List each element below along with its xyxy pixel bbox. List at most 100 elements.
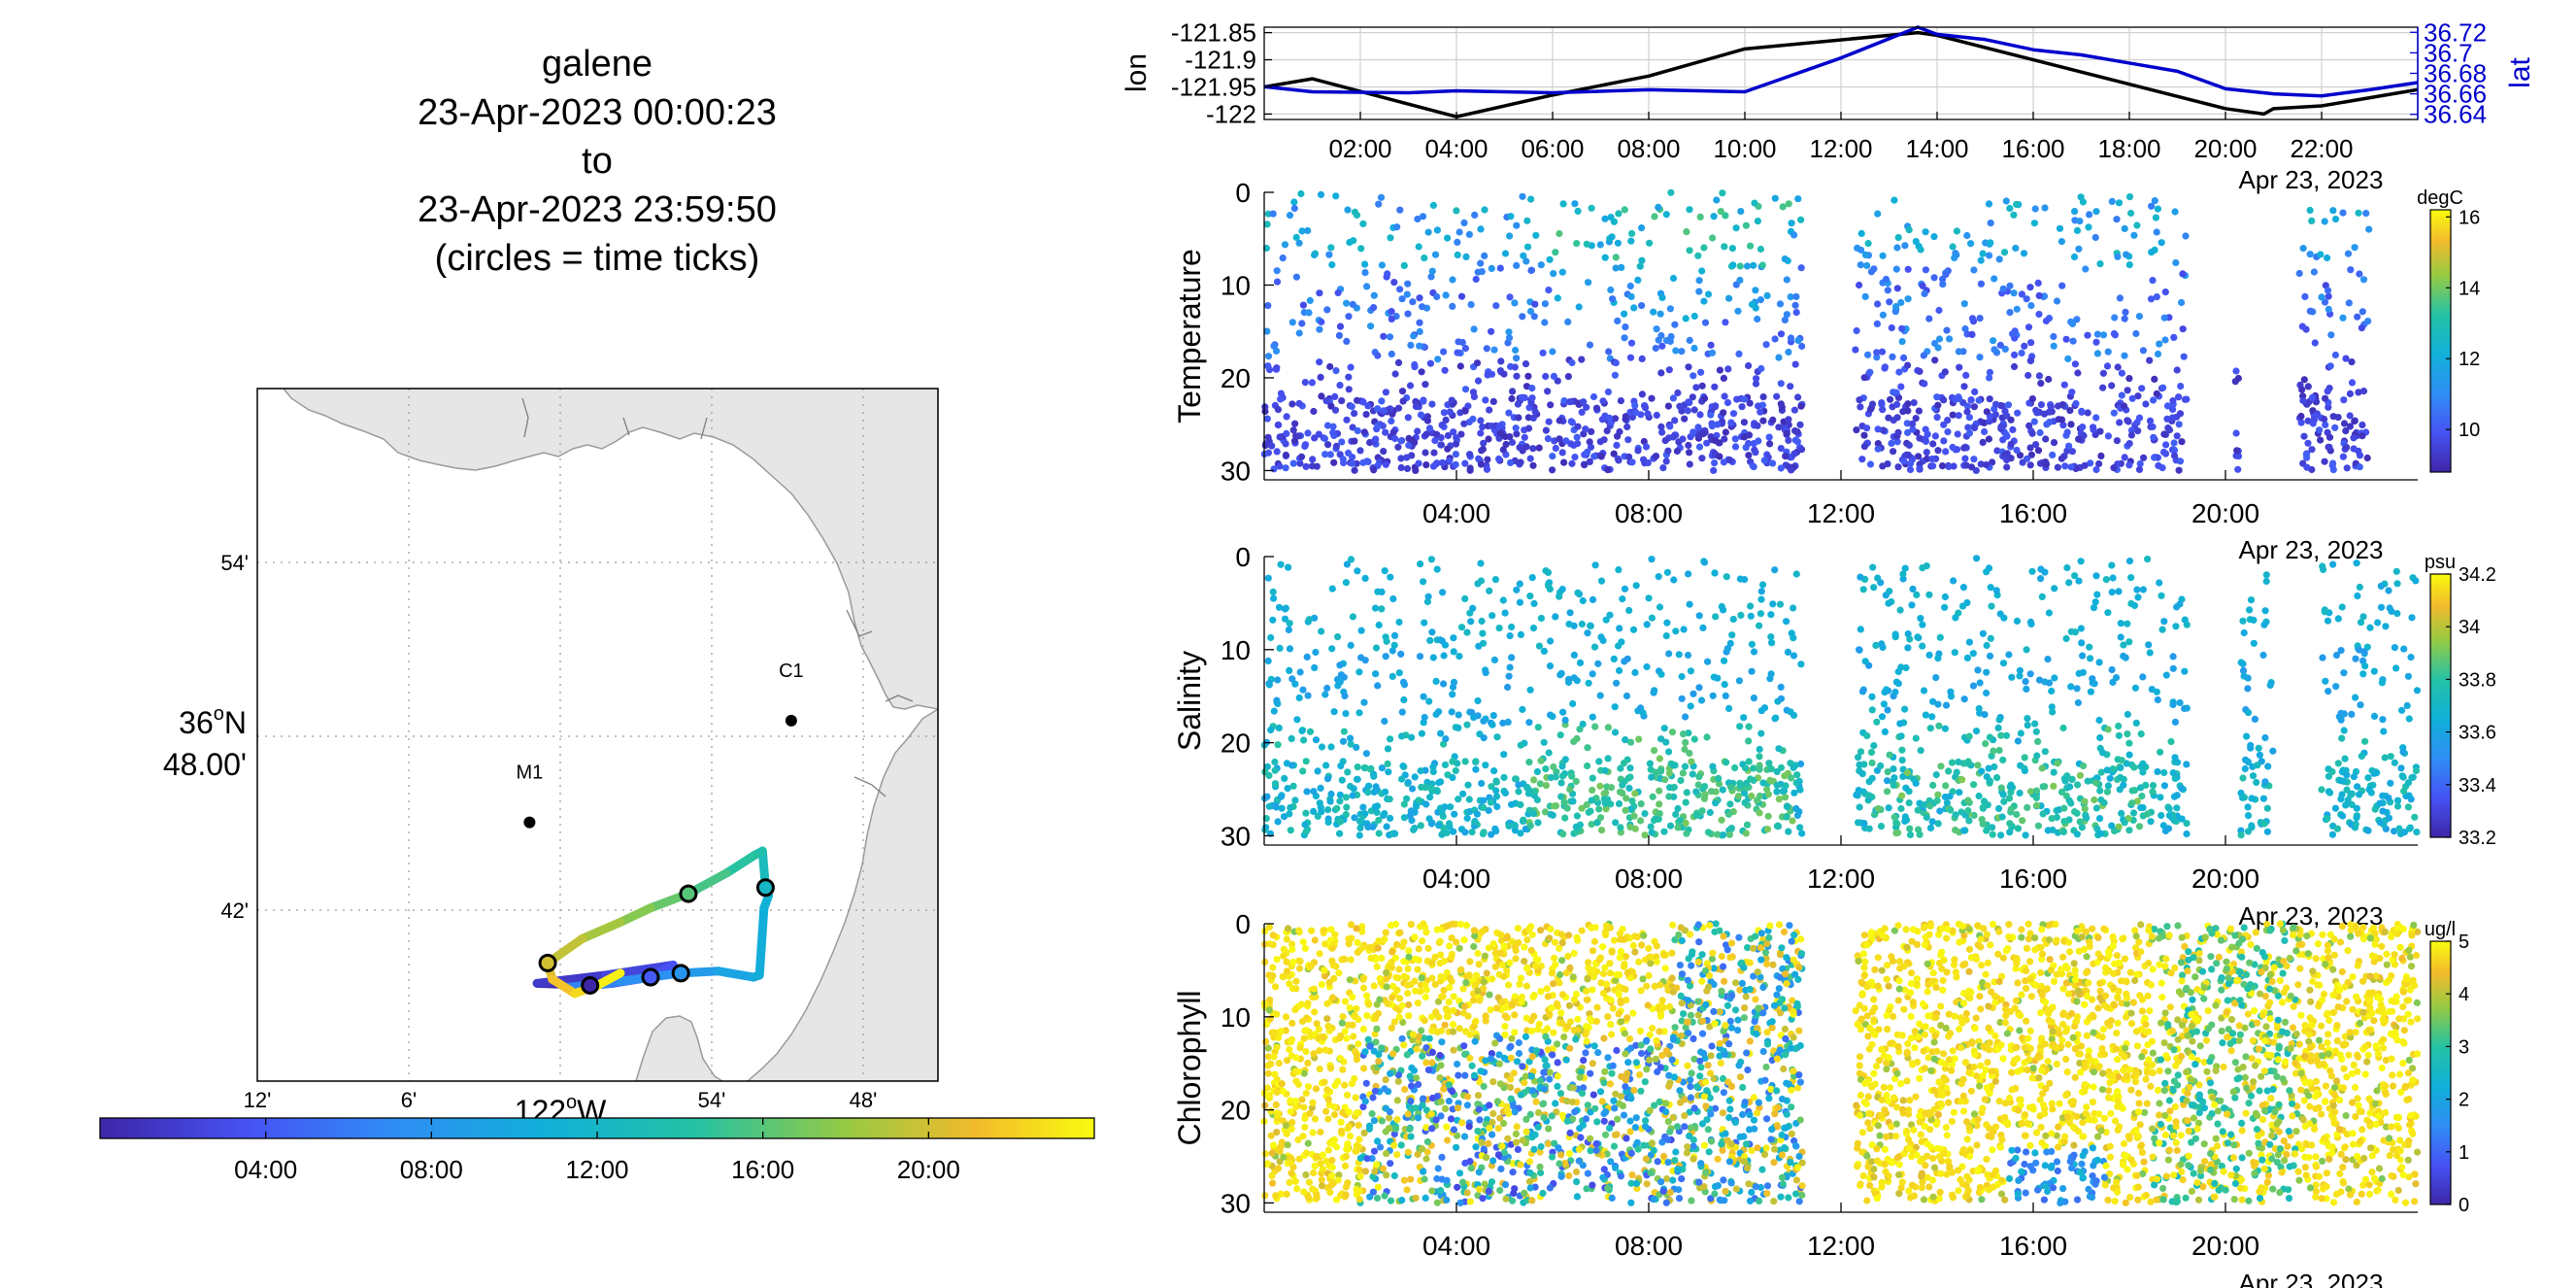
y-tick-label: 10 [1221,635,1251,665]
scatter-point [2262,571,2270,579]
scatter-point [1788,629,1795,637]
scatter-point [1395,618,1403,627]
lon-lat-x-tick-label: 02:00 [1328,134,1391,163]
scatter-point [1492,302,1500,310]
scatter-point [2340,420,2349,427]
scatter-point [1989,830,1996,838]
scatter-point [2134,593,2142,601]
scatter-point [2385,794,2392,802]
scatter-point [1374,1137,1382,1145]
scatter-point [1745,439,1753,448]
scatter-point [1552,773,1559,781]
scatter-point [1545,287,1553,294]
scatter-point [2233,447,2241,455]
scatter-point [2068,448,2076,456]
scatter-point [1657,331,1665,340]
scatter-point [2023,685,2030,694]
scatter-point [1464,781,1472,789]
scatter-point [1355,831,1363,839]
scatter-point [1722,692,1729,700]
scatter-point [1967,396,1975,404]
scatter-point [1362,750,1370,758]
scatter-point [2376,799,2384,807]
scatter-point [1541,319,1549,326]
scatter-point [1626,823,1634,831]
scatter-point [1627,237,1635,245]
scatter-point [2031,720,2039,728]
scatter-point [1285,925,1292,932]
scatter-point [2021,754,2028,762]
scatter-point [1356,1172,1364,1180]
scatter-point [2262,577,2270,586]
scatter-point [2125,827,2133,834]
scatter-point [1929,462,1937,470]
scatter-point [2326,362,2334,370]
scatter-point [1378,261,1386,269]
scatter-point [1731,435,1739,443]
scatter-point [2125,638,2133,646]
scatter-point [1501,1031,1509,1038]
scatter-point [2051,674,2058,682]
scatter-point [1477,259,1485,267]
scatter-point [1750,648,1758,656]
scatter-point [1686,206,1693,214]
scatter-point [1915,453,1923,460]
scatter-point [1612,359,1620,367]
scatter-point [1632,409,1640,417]
scatter-point [1331,406,1340,414]
lon-lat-x-tick-label: 06:00 [1521,134,1584,163]
scatter-point [2168,414,2177,422]
scatter-point [1988,602,1995,610]
scatter-point [1373,963,1381,970]
scatter-point [1364,402,1372,410]
scatter-point [1381,717,1388,726]
scatter-point [1628,458,1636,466]
scatter-point [1938,462,1947,470]
scatter-point [1581,461,1589,469]
scatter-point [1629,626,1638,633]
scatter-point [2138,793,2146,800]
scatter-point [2007,805,2015,813]
scatter-point [1339,1013,1347,1021]
scatter-point [1870,742,1878,750]
scatter-point [1267,633,1275,642]
scatter-point [1440,348,1448,356]
scatter-point [2127,574,2135,582]
scatter-point [1622,736,1629,744]
scatter-point [1399,397,1407,405]
scatter-point [2357,701,2364,709]
scatter-point [1627,339,1636,347]
scatter-point [2132,719,2140,728]
scatter-point [1963,654,1971,662]
scatter-point [2250,639,2258,647]
scatter-point [1897,383,1905,390]
scatter-point [1615,210,1623,218]
scatter-point [1916,799,1924,807]
scatter-point [2121,819,2128,827]
scatter-point [1354,763,1361,771]
scatter-point [1378,1044,1386,1052]
scatter-point [1964,424,1972,431]
scatter-point [2071,572,2079,580]
scatter-point [1857,573,1864,581]
scatter-point [2317,251,2325,258]
scatter-point [1748,667,1756,675]
colorbar-tick-label: 16 [2459,207,2480,228]
scatter-point [1726,783,1735,791]
scatter-point [1629,941,1637,950]
scatter-point [1304,692,1312,699]
scatter-point [1545,749,1553,757]
scatter-point [2076,771,2084,779]
scatter-point [2084,409,2091,417]
scatter-point [1499,719,1507,728]
scatter-point [1468,1062,1476,1069]
scatter-point [1480,1082,1488,1091]
scatter-point [1745,723,1753,730]
scatter-point [1407,341,1415,349]
scatter-point [1513,586,1521,593]
scatter-point [1638,224,1646,232]
scatter-point [1795,1071,1803,1079]
scatter-point [1915,634,1923,642]
scatter-point [1934,791,1942,798]
scatter-point [1879,252,1887,259]
